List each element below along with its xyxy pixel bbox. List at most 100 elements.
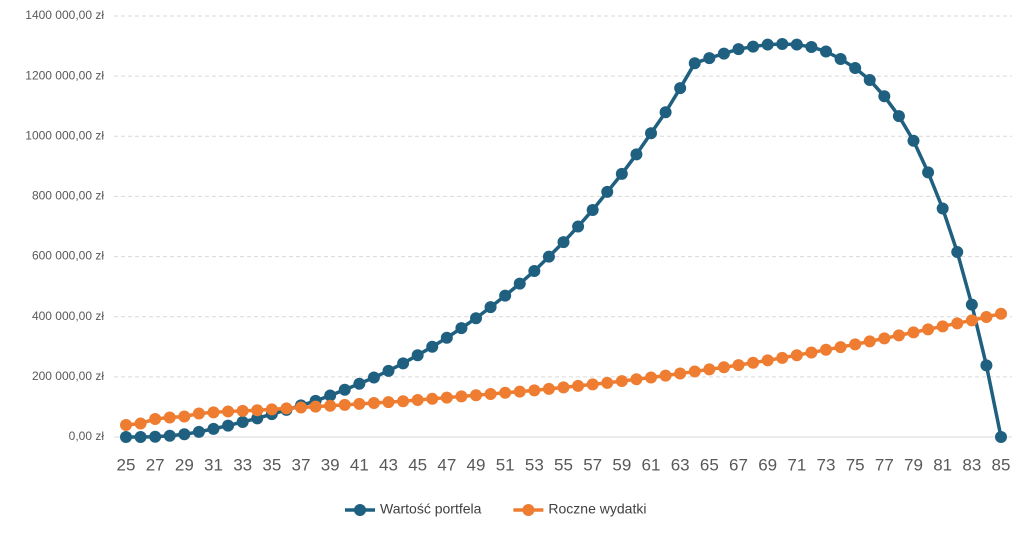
data-point bbox=[907, 134, 920, 147]
data-point bbox=[776, 351, 789, 364]
data-point bbox=[878, 332, 891, 345]
data-point bbox=[382, 364, 395, 377]
data-point bbox=[922, 323, 935, 336]
y-tick-label: 1000 000,00 zł bbox=[25, 128, 104, 142]
x-tick-label: 85 bbox=[992, 455, 1011, 474]
x-tick-label: 71 bbox=[787, 455, 806, 474]
data-point bbox=[863, 74, 876, 87]
x-tick-label: 77 bbox=[875, 455, 894, 474]
data-point bbox=[586, 378, 599, 391]
data-point bbox=[470, 389, 482, 402]
x-tick-label: 61 bbox=[642, 455, 661, 474]
x-tick-label: 69 bbox=[758, 455, 777, 474]
data-point bbox=[397, 357, 410, 370]
data-point bbox=[688, 57, 701, 70]
data-point bbox=[601, 185, 614, 198]
data-point bbox=[324, 389, 337, 402]
data-point bbox=[922, 166, 935, 179]
data-point bbox=[542, 250, 555, 263]
y-tick-label: 1200 000,00 zł bbox=[25, 68, 104, 82]
data-point bbox=[761, 38, 774, 51]
data-point bbox=[747, 356, 760, 369]
data-point bbox=[222, 405, 235, 418]
data-point bbox=[965, 314, 978, 327]
data-point bbox=[820, 343, 832, 356]
data-point bbox=[542, 382, 555, 395]
data-point bbox=[892, 110, 905, 123]
x-tick-label: 67 bbox=[729, 455, 748, 474]
x-tick-label: 75 bbox=[846, 455, 865, 474]
data-point bbox=[834, 53, 847, 66]
x-tick-label: 33 bbox=[233, 455, 252, 474]
data-point bbox=[776, 37, 789, 50]
data-point bbox=[207, 406, 220, 419]
data-point bbox=[645, 371, 657, 384]
data-point bbox=[353, 397, 366, 410]
data-point bbox=[178, 410, 191, 423]
x-tick-label: 51 bbox=[496, 455, 515, 474]
data-point bbox=[805, 346, 818, 359]
data-point bbox=[717, 47, 730, 60]
data-point bbox=[324, 399, 337, 412]
data-point bbox=[615, 375, 628, 388]
x-tick-label: 57 bbox=[583, 455, 602, 474]
data-point bbox=[513, 385, 526, 398]
data-point bbox=[703, 363, 716, 376]
data-point bbox=[980, 311, 993, 324]
data-point bbox=[265, 403, 278, 416]
data-point bbox=[965, 298, 978, 311]
data-point bbox=[995, 431, 1007, 443]
data-point bbox=[397, 395, 410, 408]
data-point bbox=[732, 43, 745, 56]
data-point bbox=[674, 82, 687, 95]
data-point bbox=[717, 361, 730, 374]
data-point bbox=[572, 379, 585, 392]
x-tick-label: 43 bbox=[379, 455, 398, 474]
data-point bbox=[295, 401, 307, 414]
data-point bbox=[280, 402, 293, 415]
y-tick-label: 800 000,00 zł bbox=[32, 189, 104, 203]
data-point bbox=[222, 419, 235, 432]
data-point bbox=[499, 289, 512, 302]
legend-label: Roczne wydatki bbox=[548, 501, 646, 517]
data-point bbox=[178, 428, 191, 441]
data-point bbox=[236, 404, 249, 417]
data-point bbox=[820, 45, 832, 58]
data-point bbox=[440, 391, 453, 404]
data-point bbox=[236, 415, 249, 428]
data-point bbox=[615, 167, 628, 180]
x-tick-label: 25 bbox=[117, 455, 136, 474]
data-point bbox=[674, 367, 687, 380]
data-point bbox=[557, 236, 570, 249]
data-point bbox=[790, 349, 803, 362]
data-point bbox=[338, 398, 351, 411]
x-tick-label: 35 bbox=[262, 455, 281, 474]
legend-swatch bbox=[354, 504, 366, 516]
data-point bbox=[426, 392, 439, 405]
data-point bbox=[586, 203, 599, 216]
data-point bbox=[659, 369, 672, 382]
x-tick-label: 37 bbox=[292, 455, 311, 474]
data-point bbox=[936, 202, 949, 215]
data-point bbox=[849, 62, 862, 75]
x-tick-label: 53 bbox=[525, 455, 544, 474]
data-point bbox=[761, 354, 774, 367]
x-tick-label: 47 bbox=[437, 455, 456, 474]
x-tick-label: 39 bbox=[321, 455, 340, 474]
data-point bbox=[951, 317, 964, 330]
data-point bbox=[892, 329, 905, 342]
data-point bbox=[382, 396, 395, 409]
data-point bbox=[149, 412, 162, 425]
x-tick-label: 83 bbox=[962, 455, 981, 474]
x-tick-label: 55 bbox=[554, 455, 573, 474]
y-tick-label: 0,00 zł bbox=[69, 429, 105, 443]
data-point bbox=[367, 371, 380, 384]
y-tick-label: 400 000,00 zł bbox=[32, 309, 104, 323]
x-tick-label: 29 bbox=[175, 455, 194, 474]
data-point bbox=[440, 331, 453, 344]
data-point bbox=[120, 431, 132, 443]
data-point bbox=[630, 373, 643, 386]
data-point bbox=[207, 422, 220, 435]
data-point bbox=[411, 394, 424, 407]
